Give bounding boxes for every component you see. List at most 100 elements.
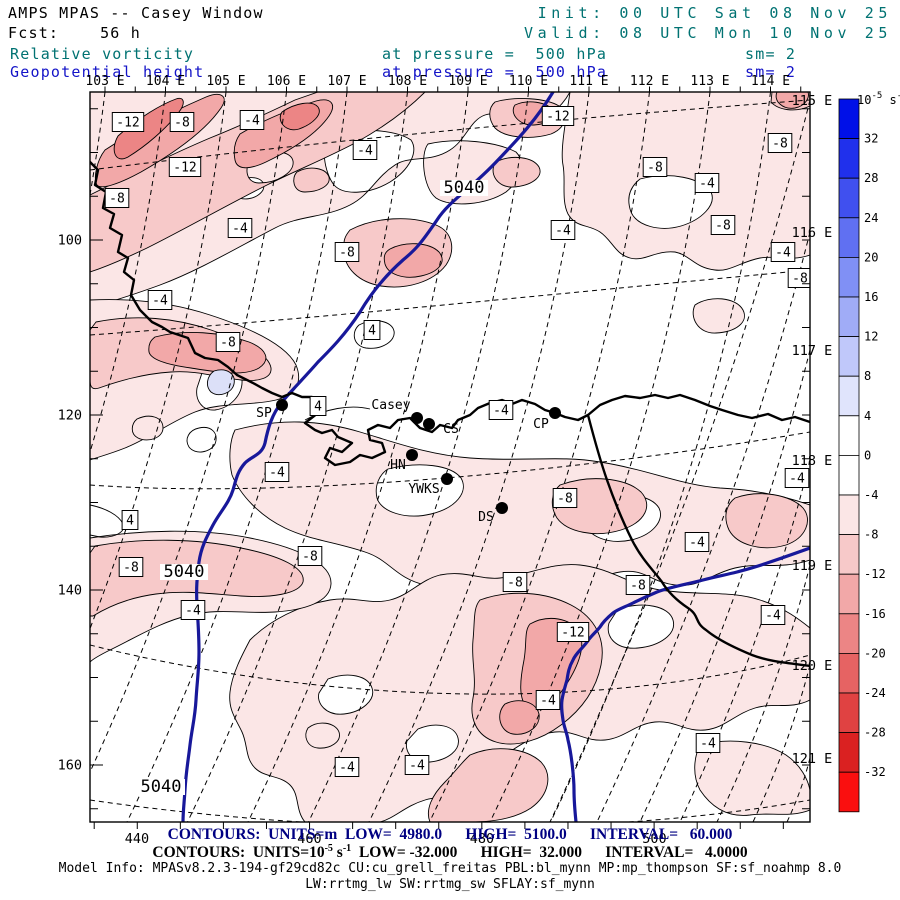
contour-label-box [264,462,290,482]
contour-label-value: -8 [772,137,788,152]
station-label: HN [390,458,406,473]
contour-label-value: -8 [557,492,573,507]
unit-s: s [332,844,343,862]
contour-label-value: -4 [339,761,355,776]
colorbar-segment [838,494,860,535]
map-border [89,91,811,823]
meridian-line [639,349,810,822]
colorbar-segment [838,534,860,575]
contour-label-value: -4 [689,536,705,551]
colorbar-tick-label: 0 [864,448,871,462]
colorbar-segment [838,653,860,694]
contour-label-value: -8 [109,192,125,207]
colorbar-segment [838,771,860,813]
contour-info-vorticity: CONTOURS: UNITS=10-5 s-1 LOW= -32.000 HI… [0,843,900,862]
right-longitude-label: 120 E [792,658,833,674]
colorbar-segment [838,375,860,417]
colorbar-tick-label: 28 [864,171,878,185]
contour-label-box [215,332,241,352]
exponent: -1 [342,843,352,854]
colorbar-tick-label: -4 [864,488,878,502]
colorbar-tick-label: -32 [864,765,886,779]
colorbar: 32 28 24 20 16 12 8 4 0 -4 -8 -12 -16 -20 -24 -28 -32 10-… [838,91,900,813]
top-axis-label: 112 E [630,74,669,89]
top-axis-label: 111 E [569,74,608,89]
station-dot [406,449,418,461]
height-label-mask [160,564,208,580]
meridian-line [247,92,469,822]
colorbar-tick-label: 8 [864,369,871,383]
contour-label-box [787,268,810,288]
contour-label-value: -4 [699,177,715,192]
top-axis-label: 104 E [146,74,185,89]
right-longitude-label: 116 E [792,225,833,241]
contour-label-box [334,757,360,777]
contour-label-box [541,106,575,126]
left-axis-label: 100 [58,233,82,249]
top-axis-label: 106 E [267,74,306,89]
contour-label-box [121,510,139,530]
colorbar-segment [838,415,860,456]
colorbar-segment [838,138,860,179]
station-dot [441,473,453,485]
station-label: Casey [371,398,410,413]
contour-label-box [309,396,327,416]
contour-label-value: -8 [507,576,523,591]
left-axis-label: 160 [58,758,82,774]
meridian-line [752,664,810,822]
field2-level: at pressure = 500 hPa [382,63,608,81]
meridian-line [429,92,650,822]
contour-label-box [334,242,360,262]
contour-label-box [767,133,793,153]
contour-label-value: -12 [116,116,139,131]
contour-label-box [710,215,736,235]
contour-label-value: -4 [409,759,425,774]
colorbar-segment [838,256,860,298]
meridian-line [90,92,227,630]
colorbar-tick-label: -16 [864,607,886,621]
station-label: YWKS [408,482,439,497]
contour-label-value: -8 [715,219,731,234]
contour-label-value: -8 [647,161,663,176]
contour-label-value: 4 [314,400,322,415]
right-longitude-label: 117 E [792,343,833,359]
station-dot [549,407,561,419]
field1-name: Relative vorticity [10,45,195,63]
colorbar-tick-label: 12 [864,330,878,344]
bottom-axis-label: 480 [470,831,494,847]
init-time: Init: 00 UTC Sat 08 Nov 25 [537,4,892,22]
top-axis-label: 105 E [206,74,245,89]
colorbar-segment [838,454,860,496]
contour-label-box [535,690,561,710]
contour-label-value: -12 [173,161,196,176]
contour-label-box [770,242,796,262]
valid-time: Valid: 08 UTC Mon 10 Nov 25 [523,24,892,42]
meridian-line [90,92,287,774]
contour-label-value: -8 [174,116,190,131]
vorticity-contour-labels: -12 -8 -4 -12 -8 -4 -12 -8 -4 -8 -8 -4 -4 -8 -4 -8 -4 4 -8… [104,106,810,777]
contour-label-box [239,110,265,130]
station-dot [496,502,508,514]
contour-label-value: -4 [765,609,781,624]
colorbar-tick-label: -20 [864,646,886,660]
field1-smoothing: sm= 2 [745,45,797,63]
station-label: CP [533,417,549,432]
contour-label-value: -12 [561,626,584,641]
colorbar-segment [838,732,860,773]
contour-label-value: -8 [792,272,808,287]
colorbar-tick-label: 32 [864,132,878,146]
contour-label-box [694,173,720,193]
colorbar-segment [838,98,860,139]
right-longitude-label: 118 E [792,453,833,469]
meridian-line [308,92,529,822]
left-axis-label: 120 [58,408,82,424]
contour-label-value: -4 [540,694,556,709]
right-longitude-label: 119 E [792,558,833,574]
contour-label-value: -8 [123,561,139,576]
contour-label-value: -4 [789,472,805,487]
colorbar-segment [838,217,860,258]
top-axis-label: 113 E [690,74,729,89]
contour-label-box [625,575,651,595]
